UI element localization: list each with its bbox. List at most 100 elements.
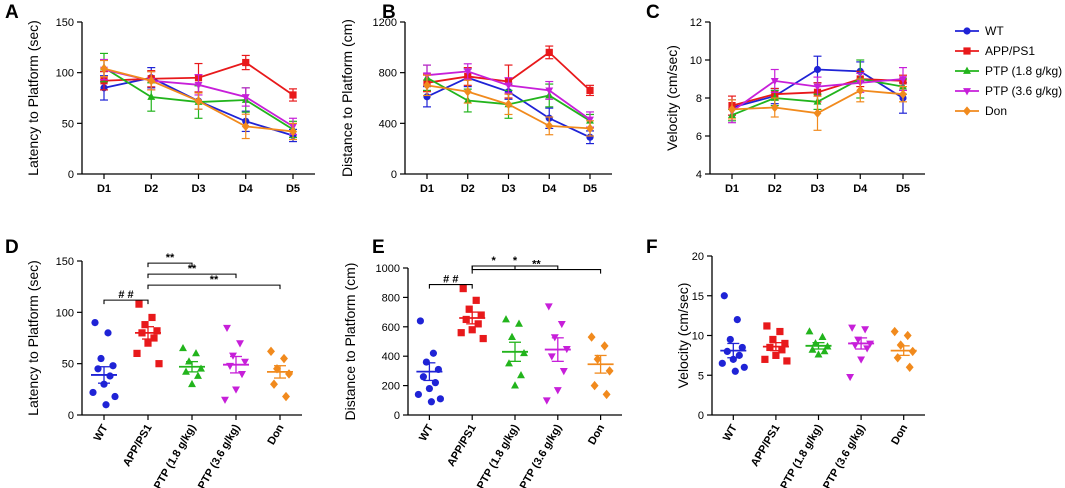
data-point <box>436 395 444 403</box>
data-point <box>602 389 611 400</box>
group-wt <box>89 319 119 409</box>
group-app-ps1 <box>761 322 791 365</box>
legend-item-ptp-3-6-g-kg: PTP (3.6 g/kg) <box>955 84 1062 98</box>
legend: WT APP/PS1 PTP (1.8 g/kg) PTP (3.6 g/kg) Don <box>955 24 1062 118</box>
data-point <box>179 343 187 352</box>
data-point <box>818 332 827 340</box>
significance-bracket: # # <box>103 289 149 305</box>
significance-bracket: * <box>471 255 516 270</box>
legend-label: APP/PS1 <box>985 44 1035 58</box>
group-wt <box>718 292 748 375</box>
data-point <box>100 380 108 388</box>
significance-label: * <box>513 255 518 267</box>
data-point <box>232 386 240 394</box>
data-point <box>896 340 905 350</box>
data-point <box>769 335 777 344</box>
data-point <box>772 351 780 359</box>
data-point <box>813 65 822 74</box>
data-point <box>517 370 525 379</box>
data-point <box>545 87 554 95</box>
data-point <box>457 329 465 337</box>
y-tick-label: 400 <box>379 118 397 130</box>
data-point <box>141 321 149 329</box>
data-point <box>221 396 229 404</box>
y-axis-label: Velocity (cm/sec) <box>675 283 691 389</box>
x-tick-label: PTP (1.8 g/kg) <box>475 422 522 488</box>
panel-b: B Distance to Platform (cm) 0 400 800 1200 D1 D… <box>339 2 612 195</box>
data-point <box>731 367 739 375</box>
data-point <box>188 379 196 388</box>
x-tick-label: PTP (3.6 g/kg) <box>196 422 243 488</box>
data-point <box>805 327 814 335</box>
data-point <box>770 93 779 101</box>
data-point <box>97 354 105 363</box>
data-point <box>505 359 513 367</box>
y-tick-label: 600 <box>382 322 400 334</box>
data-point <box>587 332 596 342</box>
group-don <box>267 346 293 402</box>
series-don <box>728 78 907 131</box>
y-tick-label: 1200 <box>373 17 397 29</box>
data-point <box>553 387 562 395</box>
x-tick-label: D3 <box>501 183 515 195</box>
x-tick-label: D1 <box>420 183 434 195</box>
data-point <box>728 104 736 115</box>
data-point <box>593 354 602 364</box>
data-point <box>586 86 594 94</box>
x-tick-label: WT <box>721 422 740 443</box>
y-tick-label: 800 <box>379 68 397 80</box>
data-point <box>861 326 870 334</box>
y-axis-label: Latency to Platform (sec) <box>25 20 41 176</box>
panel-letter: A <box>5 2 19 23</box>
x-tick-label: D3 <box>191 183 205 195</box>
x-tick-label: PTP (3.6 g/kg) <box>821 422 868 488</box>
data-point <box>899 76 907 84</box>
significance-label: ** <box>188 263 197 275</box>
data-point <box>242 58 250 67</box>
y-tick-label: 100 <box>56 307 74 319</box>
x-tick-label: D5 <box>896 183 910 195</box>
x-tick-label: D4 <box>542 183 557 195</box>
data-point <box>763 322 771 330</box>
y-axis-label: Latency to Platform (sec) <box>25 260 41 416</box>
y-tick-label: 150 <box>56 256 74 268</box>
panel-letter: D <box>5 237 19 258</box>
group-don <box>587 332 614 400</box>
data-point <box>285 369 293 379</box>
data-point <box>282 391 290 402</box>
data-point <box>223 324 231 333</box>
data-point <box>559 368 568 376</box>
data-point <box>144 339 152 347</box>
data-point <box>192 349 200 357</box>
group-app-ps1 <box>457 284 487 343</box>
x-tick-label: D4 <box>239 183 254 195</box>
bracket-line <box>147 273 237 279</box>
data-point <box>778 346 786 354</box>
series-don <box>423 74 594 137</box>
data-point <box>414 390 422 399</box>
data-point <box>848 324 857 332</box>
data-point <box>465 305 473 313</box>
significance-bracket: ** <box>471 259 602 274</box>
significance-label: * <box>491 255 496 267</box>
y-tick-label: 1000 <box>376 263 400 275</box>
data-point <box>511 381 519 389</box>
bracket-line <box>471 265 559 270</box>
y-tick-label: 0 <box>68 410 74 422</box>
significance-label: ** <box>532 259 541 271</box>
data-point <box>197 364 205 372</box>
y-tick-label: 50 <box>62 359 74 371</box>
y-tick-label: 4 <box>696 169 702 181</box>
data-point <box>185 357 193 365</box>
data-point <box>102 401 110 409</box>
x-tick-label: D4 <box>853 183 868 195</box>
x-tick-label: WT <box>92 422 111 443</box>
data-point <box>194 96 203 106</box>
bracket-line <box>471 269 602 274</box>
x-tick-label: D2 <box>461 183 475 195</box>
data-point <box>111 392 119 401</box>
data-point <box>813 83 822 91</box>
x-tick-label: APP/PS1 <box>749 423 783 469</box>
y-axis-label: Distance to Platform (cm) <box>339 19 355 177</box>
